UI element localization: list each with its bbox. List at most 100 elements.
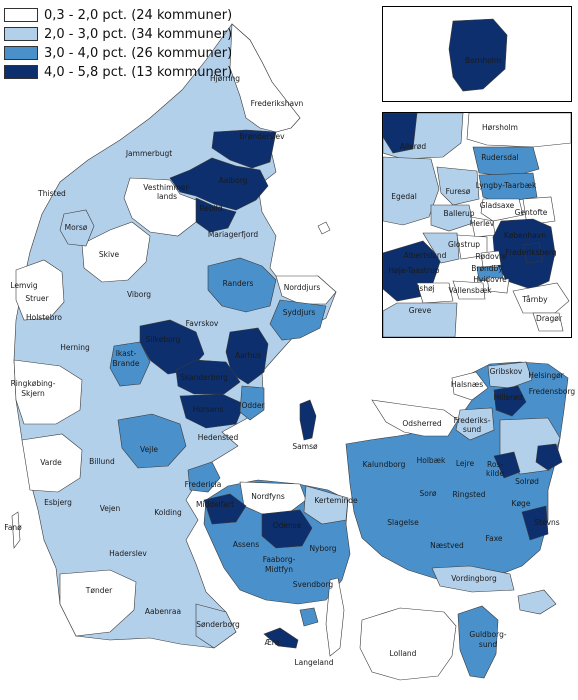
legend-item: 4,0 - 5,8 pct. (13 kommuner) bbox=[4, 63, 232, 81]
municipality-label: Svendborg bbox=[293, 580, 334, 589]
municipality-label: Albertslund bbox=[404, 251, 447, 260]
island-mon bbox=[517, 589, 557, 615]
municipality-label: Hvidovre bbox=[473, 275, 507, 284]
municipality-label: Billund bbox=[89, 457, 115, 466]
legend: 0,3 - 2,0 pct. (24 kommuner) 2,0 - 3,0 pc… bbox=[4, 6, 232, 82]
cph-frederiksberg bbox=[522, 242, 544, 264]
legend-item: 3,0 - 4,0 pct. (26 kommuner) bbox=[4, 44, 232, 62]
municipality-label: Tønder bbox=[85, 586, 113, 595]
municipality-label: Nordfyns bbox=[251, 492, 285, 501]
municipality-label: Herning bbox=[60, 343, 90, 352]
municipality-label: Allerød bbox=[400, 142, 427, 151]
legend-label: 3,0 - 4,0 pct. (26 kommuner) bbox=[44, 45, 233, 61]
municipality-label: kilde bbox=[486, 469, 504, 478]
municipality-labels: Hjørring Frederikshavn Brønderslev Jammerbu… bbox=[4, 74, 575, 667]
municipality-label: Dragør bbox=[536, 314, 563, 323]
municipality-label: Faaborg- bbox=[263, 555, 296, 564]
municipality-label: Furesø bbox=[446, 187, 471, 196]
municipality-label: Aalborg bbox=[219, 176, 248, 185]
municipality-label: Høje-Taastrup bbox=[389, 266, 440, 275]
cph-fureso bbox=[436, 166, 480, 206]
municipality-label: Ringkøbing- bbox=[11, 379, 56, 388]
municipality-label: Viborg bbox=[127, 290, 151, 299]
cph-northwest bbox=[382, 112, 418, 154]
region-horsens bbox=[179, 393, 245, 429]
cph-rodovre bbox=[480, 250, 502, 268]
municipality-label: Skanderborg bbox=[180, 373, 228, 382]
municipality-label: Rødovre bbox=[475, 252, 507, 261]
municipality-label: Middelfart bbox=[196, 500, 234, 509]
municipality-label: Greve bbox=[409, 306, 432, 315]
municipality-label: sund bbox=[479, 640, 497, 649]
cph-gladsaxe bbox=[480, 198, 524, 222]
legend-swatch bbox=[4, 65, 38, 79]
cph-egedal bbox=[382, 156, 440, 226]
region-frederikshavn bbox=[229, 23, 301, 133]
municipality-label: Halsnæs bbox=[451, 380, 483, 389]
municipality-label: Vejen bbox=[100, 504, 121, 513]
municipality-label: Kolding bbox=[154, 508, 182, 517]
legend-swatch bbox=[4, 27, 38, 41]
region-vejle bbox=[117, 413, 187, 469]
municipality-label: Lolland bbox=[390, 649, 417, 658]
region-skanderborg bbox=[175, 359, 241, 395]
island-anholt bbox=[317, 221, 331, 235]
region-sonderborg bbox=[195, 603, 237, 649]
cph-ballerup bbox=[430, 204, 474, 232]
municipality-label: Sorø bbox=[419, 489, 436, 498]
municipality-label: Lyngby-Taarbæk bbox=[476, 181, 537, 190]
municipality-label: Helsingør bbox=[528, 371, 564, 380]
municipality-label: Tårnby bbox=[521, 295, 548, 304]
map-label: Bornholm bbox=[465, 56, 501, 65]
legend-item: 2,0 - 3,0 pct. (34 kommuner) bbox=[4, 25, 232, 43]
inset-copenhagen: Hørsholm Allerød Rudersdal Furesø Lyngby-Taa… bbox=[382, 112, 572, 338]
municipality-label: Horsens bbox=[193, 405, 224, 414]
island-taasinge bbox=[299, 607, 319, 627]
municipality-label: Assens bbox=[233, 540, 259, 549]
municipality-label: Sønderborg bbox=[196, 620, 240, 629]
municipality-label: Skjern bbox=[21, 389, 45, 398]
municipality-label: Næstved bbox=[430, 541, 464, 550]
municipality-label: Langeland bbox=[294, 658, 333, 667]
region-randers bbox=[207, 257, 277, 313]
municipality-label: Thisted bbox=[37, 189, 66, 198]
municipality-label: Ringsted bbox=[452, 490, 485, 499]
island-lolland bbox=[359, 607, 457, 681]
municipality-label: Aabenraa bbox=[145, 607, 181, 616]
region-odsherred bbox=[371, 399, 459, 437]
legend-label: 4,0 - 5,8 pct. (13 kommuner) bbox=[44, 64, 233, 80]
municipality-label: Frederiksberg bbox=[505, 248, 556, 257]
region-varde bbox=[21, 433, 83, 493]
legend-label: 0,3 - 2,0 pct. (24 kommuner) bbox=[44, 7, 233, 23]
region-odder bbox=[239, 385, 265, 421]
municipality-label: Silkeborg bbox=[146, 335, 181, 344]
municipality-label: Stevns bbox=[534, 518, 560, 527]
municipality-label: Hillerød bbox=[494, 393, 523, 402]
island-falster bbox=[457, 605, 499, 679]
municipality-label: Solrød bbox=[515, 477, 539, 486]
municipality-label: Hørsholm bbox=[482, 123, 518, 132]
municipality-label: Vordingborg bbox=[451, 574, 497, 583]
municipality-label: Samsø bbox=[292, 442, 318, 451]
municipality-label: Egedal bbox=[391, 192, 417, 201]
municipality-label: Gentofte bbox=[515, 208, 548, 217]
municipality-label: Lemvig bbox=[10, 281, 37, 290]
municipality-label: Fredensborg bbox=[529, 387, 576, 396]
cph-hvidovre bbox=[486, 276, 510, 294]
municipality-label: Mariagerfjord bbox=[208, 230, 259, 239]
municipality-label: Vallensbæk bbox=[448, 286, 492, 295]
municipality-label: Hedensted bbox=[198, 433, 239, 442]
region-aarhus bbox=[225, 327, 269, 385]
municipality-label: Fredericia bbox=[185, 480, 222, 489]
region-hillerod bbox=[493, 385, 527, 417]
municipality-label: Brande bbox=[113, 359, 140, 368]
municipality-label: sund bbox=[463, 425, 481, 434]
municipality-label: Norddjurs bbox=[284, 283, 321, 292]
municipality-label: Rudersdal bbox=[481, 153, 518, 162]
municipality-label: Vesthimmer- bbox=[143, 183, 191, 192]
island-langeland bbox=[325, 577, 345, 657]
municipality-label: Brønderslev bbox=[239, 132, 285, 141]
region-roskilde bbox=[493, 451, 521, 479]
municipality-label: Varde bbox=[40, 458, 62, 467]
